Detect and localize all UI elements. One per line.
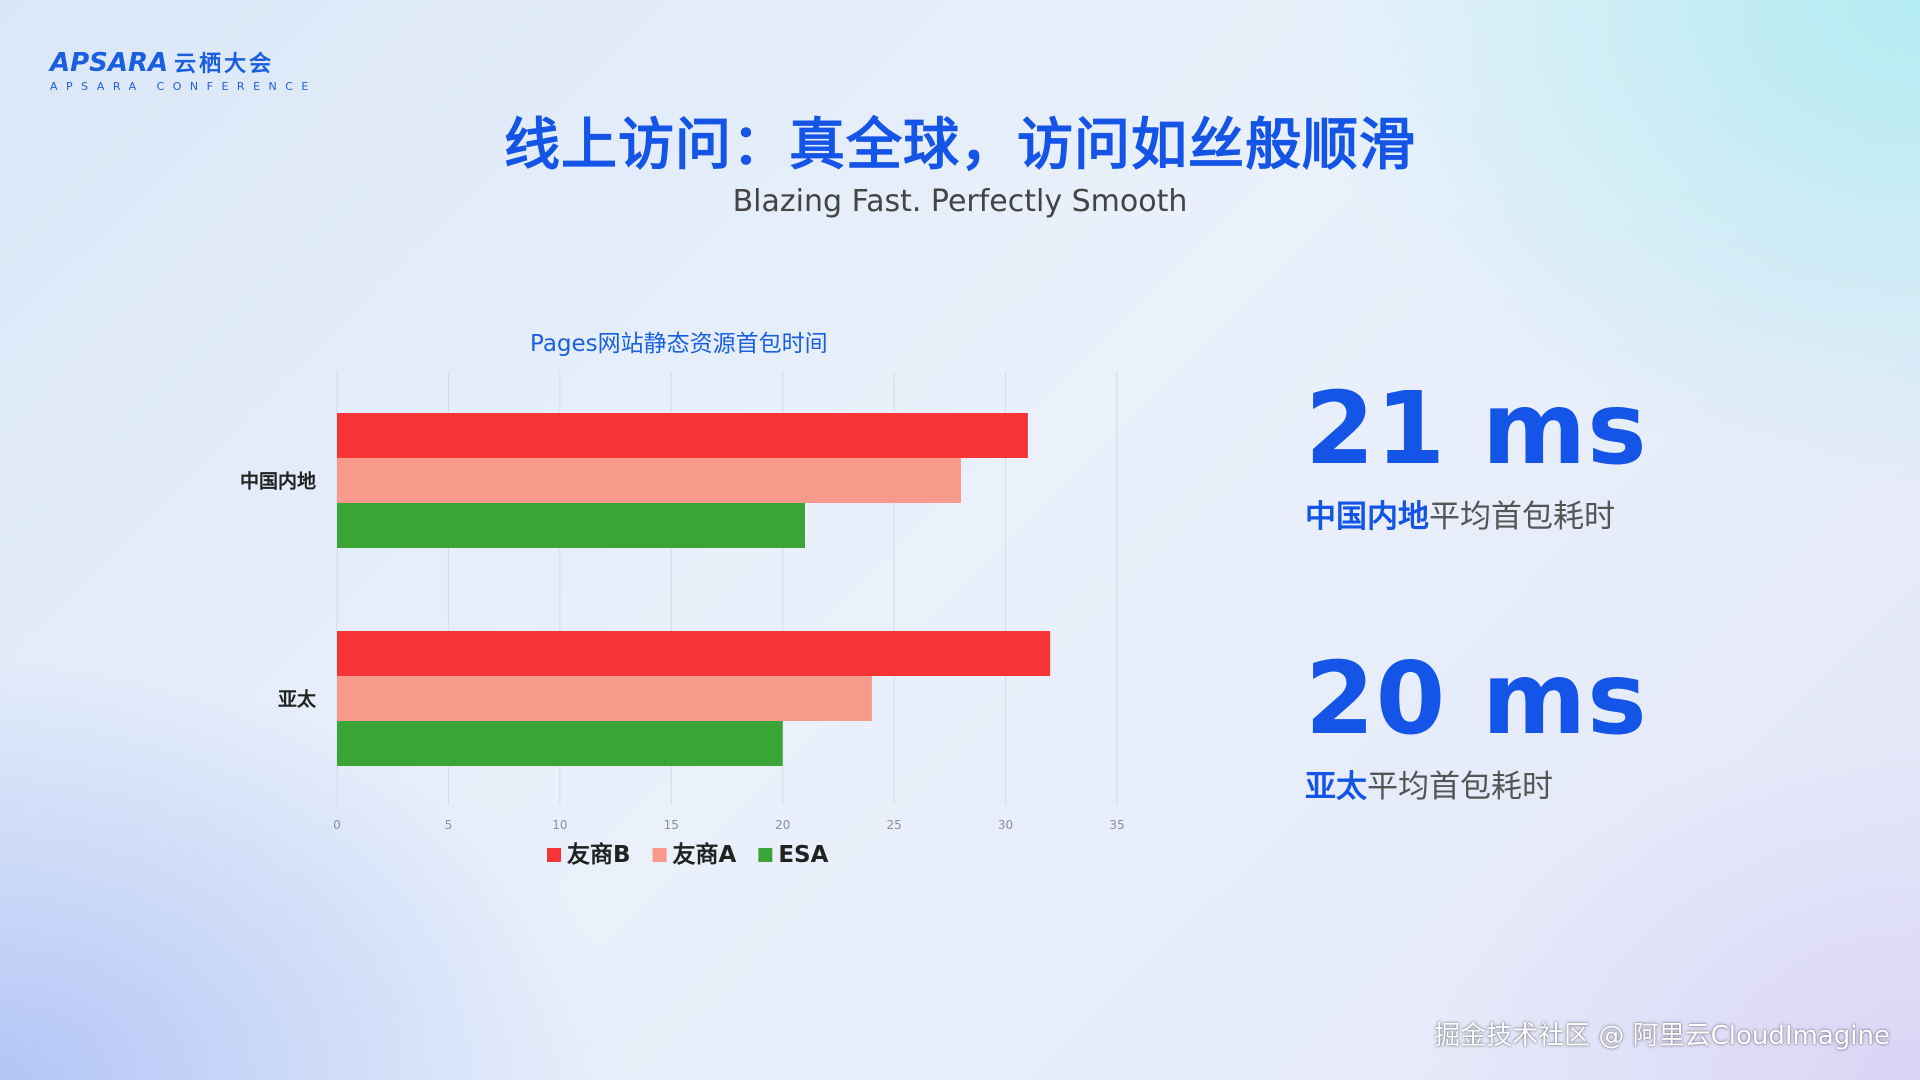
stat-description: 中国内地平均首包耗时 bbox=[1305, 491, 1648, 536]
stat-value: 20 ms bbox=[1305, 640, 1648, 757]
x-tick-label: 15 bbox=[664, 818, 679, 832]
stat-apac: 20 ms 亚太平均首包耗时 bbox=[1305, 640, 1648, 806]
x-tick-label: 0 bbox=[333, 818, 341, 832]
watermark: 掘金技术社区 @ 阿里云CloudImagine bbox=[1434, 1021, 1890, 1051]
stat-label: 平均首包耗时 bbox=[1367, 769, 1553, 805]
legend-label: ESA bbox=[778, 842, 828, 868]
x-tick-label: 25 bbox=[887, 818, 902, 832]
x-tick-label: 35 bbox=[1109, 818, 1124, 832]
apsara-logo: APSARA 云栖大会 APSARA CONFERENCE bbox=[50, 46, 317, 93]
x-tick-label: 20 bbox=[775, 818, 790, 832]
bar bbox=[337, 721, 783, 766]
legend-swatch bbox=[758, 848, 773, 862]
stat-mainland: 21 ms 中国内地平均首包耗时 bbox=[1305, 370, 1648, 536]
bar bbox=[337, 413, 1028, 458]
legend-label: 友商A bbox=[673, 841, 737, 868]
bar bbox=[337, 631, 1051, 676]
logo-brand-cn: 云栖大会 bbox=[174, 52, 275, 77]
slide-title: 线上访问：真全球，访问如丝般顺滑 bbox=[504, 113, 1416, 178]
bar bbox=[337, 676, 872, 721]
bar bbox=[337, 503, 805, 548]
stat-description: 亚太平均首包耗时 bbox=[1305, 761, 1648, 806]
chart-title: Pages网站静态资源首包时间 bbox=[530, 331, 828, 357]
logo-subtitle: APSARA CONFERENCE bbox=[50, 80, 317, 93]
stat-value: 21 ms bbox=[1305, 370, 1648, 487]
stat-region: 亚太 bbox=[1305, 769, 1367, 805]
x-tick-label: 10 bbox=[552, 818, 567, 832]
category-label: 亚太 bbox=[278, 688, 317, 711]
legend-swatch bbox=[547, 848, 561, 862]
logo-brand: APSARA bbox=[50, 48, 169, 78]
legend-swatch bbox=[652, 848, 667, 862]
x-tick-label: 30 bbox=[998, 818, 1013, 832]
legend-label: 友商B bbox=[567, 841, 631, 868]
slide-subtitle: Blazing Fast. Perfectly Smooth bbox=[732, 184, 1188, 219]
bar bbox=[337, 458, 961, 503]
category-label: 中国内地 bbox=[240, 470, 316, 493]
stat-region: 中国内地 bbox=[1305, 499, 1429, 535]
stat-label: 平均首包耗时 bbox=[1429, 499, 1615, 535]
x-tick-label: 5 bbox=[445, 818, 453, 832]
